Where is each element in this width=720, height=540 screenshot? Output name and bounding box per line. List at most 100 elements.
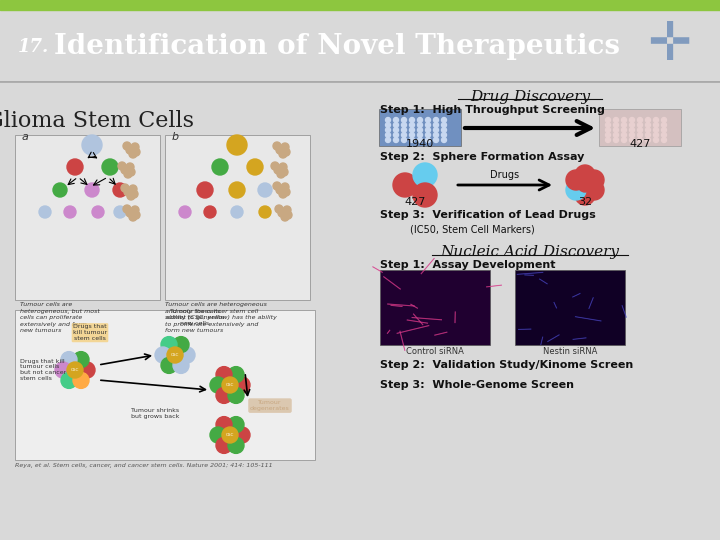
Circle shape	[67, 362, 83, 378]
Circle shape	[621, 132, 626, 138]
Text: Step 1:  Assay Development: Step 1: Assay Development	[380, 260, 556, 270]
Circle shape	[161, 357, 177, 373]
Circle shape	[393, 173, 417, 197]
Circle shape	[173, 357, 189, 373]
Circle shape	[575, 185, 595, 205]
Circle shape	[67, 159, 83, 175]
Circle shape	[654, 132, 659, 138]
Text: Tumour cells are
heterogeneous, but most
cells can proliferate
extensively and f: Tumour cells are heterogeneous, but most…	[20, 302, 100, 333]
Circle shape	[621, 118, 626, 123]
Circle shape	[629, 118, 634, 123]
Circle shape	[654, 118, 659, 123]
Circle shape	[606, 132, 611, 138]
Circle shape	[402, 138, 407, 143]
FancyBboxPatch shape	[379, 109, 461, 146]
Circle shape	[276, 146, 284, 154]
Circle shape	[441, 123, 446, 127]
Circle shape	[129, 185, 137, 193]
Circle shape	[113, 183, 127, 197]
Text: Nestin siRNA: Nestin siRNA	[543, 347, 597, 356]
Circle shape	[613, 138, 618, 143]
Circle shape	[410, 123, 415, 127]
Circle shape	[433, 118, 438, 123]
Circle shape	[662, 123, 667, 127]
Text: Drugs that kill
tumour cells
but not cancer
stem cells: Drugs that kill tumour cells but not can…	[20, 359, 66, 381]
Text: 427: 427	[405, 197, 426, 207]
Circle shape	[234, 377, 250, 393]
Circle shape	[394, 138, 398, 143]
Circle shape	[394, 132, 398, 138]
Circle shape	[402, 118, 407, 123]
Text: CSC: CSC	[226, 433, 234, 437]
Bar	[0, 0, 720, 10]
Circle shape	[621, 123, 626, 127]
Circle shape	[418, 123, 423, 127]
Circle shape	[441, 132, 446, 138]
Circle shape	[167, 347, 183, 363]
Text: 1940: 1940	[406, 139, 434, 149]
Text: Drugs: Drugs	[490, 170, 520, 180]
Circle shape	[402, 127, 407, 132]
Circle shape	[271, 162, 279, 170]
Circle shape	[282, 188, 290, 196]
Circle shape	[216, 387, 232, 403]
Circle shape	[228, 367, 244, 383]
Circle shape	[662, 138, 667, 143]
Circle shape	[273, 182, 281, 190]
Circle shape	[216, 416, 232, 433]
Circle shape	[410, 118, 415, 123]
FancyBboxPatch shape	[15, 310, 315, 460]
Circle shape	[402, 132, 407, 138]
Text: Tumour cells are heterogeneous
and only the cancer stem cell
subset (CSC; yellow: Tumour cells are heterogeneous and only …	[165, 302, 277, 333]
Circle shape	[161, 336, 177, 353]
Text: 427: 427	[629, 139, 651, 149]
Circle shape	[124, 170, 132, 178]
Circle shape	[441, 127, 446, 132]
Text: 32: 32	[578, 197, 592, 207]
Circle shape	[385, 138, 390, 143]
Circle shape	[629, 127, 634, 132]
FancyBboxPatch shape	[380, 270, 490, 345]
Text: 17.: 17.	[18, 38, 49, 56]
Circle shape	[127, 168, 135, 176]
Text: a: a	[22, 132, 29, 142]
Circle shape	[155, 347, 171, 363]
Circle shape	[606, 138, 611, 143]
Text: Glioma Stem Cells: Glioma Stem Cells	[0, 110, 194, 132]
Circle shape	[129, 213, 137, 221]
Text: Tumour
degenerates: Tumour degenerates	[250, 400, 290, 411]
Circle shape	[433, 138, 438, 143]
Circle shape	[212, 159, 228, 175]
Text: Drugs that
kill tumour
stem cells: Drugs that kill tumour stem cells	[73, 325, 107, 341]
Circle shape	[278, 209, 286, 217]
Circle shape	[126, 163, 134, 171]
Circle shape	[418, 138, 423, 143]
Text: CSC: CSC	[71, 368, 79, 372]
Circle shape	[258, 183, 272, 197]
Circle shape	[606, 118, 611, 123]
Circle shape	[584, 180, 604, 200]
Text: Identification of Novel Therapeutics: Identification of Novel Therapeutics	[54, 33, 620, 60]
Circle shape	[121, 184, 129, 192]
Circle shape	[210, 377, 226, 393]
Circle shape	[281, 183, 289, 191]
Circle shape	[281, 143, 289, 151]
Circle shape	[418, 118, 423, 123]
FancyBboxPatch shape	[165, 135, 310, 300]
Circle shape	[385, 127, 390, 132]
Circle shape	[284, 211, 292, 219]
Circle shape	[441, 138, 446, 143]
Circle shape	[433, 123, 438, 127]
Circle shape	[82, 135, 102, 155]
Circle shape	[179, 347, 195, 363]
FancyBboxPatch shape	[599, 109, 681, 146]
Text: Control siRNA: Control siRNA	[406, 347, 464, 356]
Circle shape	[584, 170, 604, 190]
Circle shape	[402, 123, 407, 127]
Circle shape	[578, 178, 592, 192]
Circle shape	[621, 138, 626, 143]
Text: Nucleic Acid Discovery: Nucleic Acid Discovery	[441, 245, 619, 259]
Circle shape	[637, 138, 642, 143]
Circle shape	[85, 183, 99, 197]
Circle shape	[64, 206, 76, 218]
